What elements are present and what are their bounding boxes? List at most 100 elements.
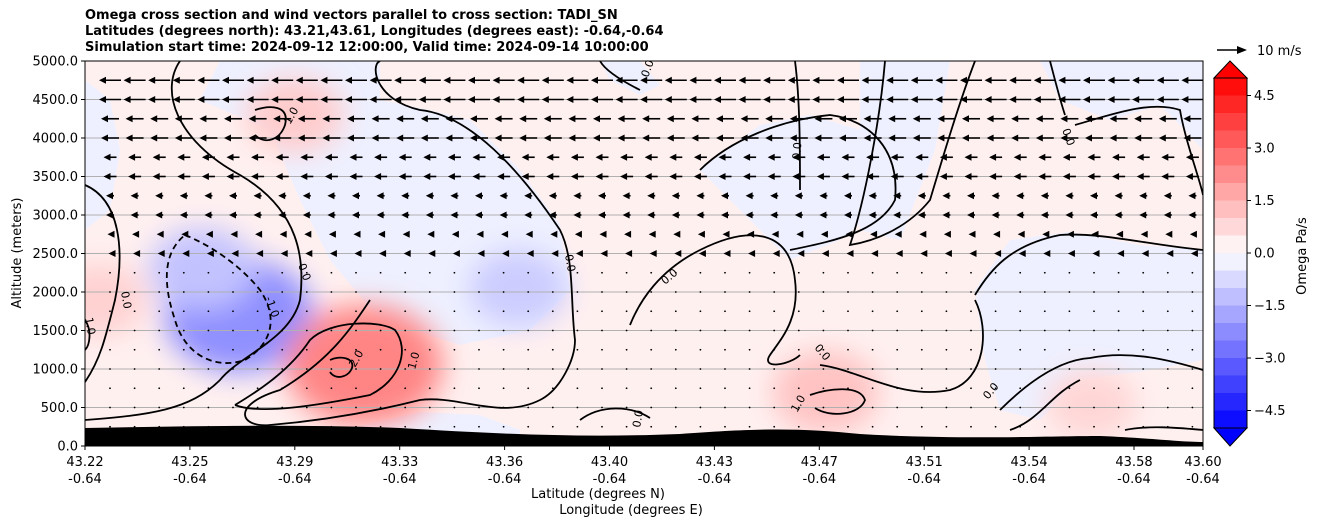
wind-vector-arrow-icon [1185,153,1193,161]
wind-vector-dot [207,406,210,409]
wind-vector-arrow-icon [246,76,254,84]
negative-region [985,61,1203,150]
wind-vector-arrow-icon [593,134,600,142]
wind-vector-arrow-icon [526,250,534,257]
wind-vector-dot [1093,329,1095,332]
wind-vector-arrow-icon [920,250,928,257]
contour-zero [974,233,1203,296]
wind-vector-dot [281,310,284,313]
wind-vector-dot [822,329,825,332]
wind-vector-dot [330,271,333,274]
negative-omega-blob [468,250,568,327]
wind-vector-dot [1068,368,1071,370]
wind-vector-dot [502,310,505,313]
wind-vector-dot [355,310,357,313]
colorbar-tick-label: 3.0 [1254,142,1275,157]
wind-vector-dot [650,387,653,390]
wind-vector-arrow-icon [960,76,967,84]
wind-vector-dot [502,368,505,370]
colorbar-upper-extension [1212,60,1249,79]
wind-vector-dot [576,425,579,428]
wind-vector-dot [305,310,308,313]
wind-vector-arrow-icon [546,153,554,161]
wind-vector-dot [797,368,800,370]
wind-vector-arrow-icon [1189,230,1197,238]
wind-vector-arrow-icon [765,115,773,123]
wind-vector-arrow-icon [722,230,730,238]
wind-vector-arrow-icon [1033,96,1041,103]
colorbar-band [1214,200,1247,219]
wind-vector-arrow-icon [1009,96,1017,103]
wind-vector-dot [674,310,677,313]
colorbar-band [1214,78,1247,96]
wind-vector-dot [1166,406,1169,409]
wind-vector-dot [133,406,136,409]
wind-vector-arrow-icon [1013,173,1021,180]
wind-vector-arrow-icon [450,211,458,219]
wind-vector-arrow-icon [595,173,603,180]
wind-vector-dot [822,291,825,293]
wind-vector-arrow-icon [550,230,558,238]
contour-label: 0.0 [790,142,804,161]
wind-vector-arrow-icon [324,173,332,180]
contour-positive [329,356,354,378]
wind-vector-dot [1043,271,1046,274]
wind-vector-dot [576,329,579,332]
colorbar-band [1214,375,1247,394]
wind-vector-arrow-icon [792,173,800,180]
wind-vector-arrow-icon [716,134,723,142]
x-tick-label-latitude: 43.36 [486,455,523,470]
wind-vector-dot [994,387,997,390]
wind-vector-dot [1117,271,1120,274]
colorbar-band [1214,218,1247,236]
wind-vector-dot [1093,310,1095,313]
wind-vector-dot [1068,387,1071,390]
colorbar-band [1214,340,1247,359]
wind-vector-arrow-icon [150,134,158,142]
wind-vector-dot [1191,329,1194,332]
wind-vector-arrow-icon [148,96,156,103]
wind-vector-arrow-icon [1013,153,1021,161]
wind-vector-dot [748,387,751,390]
wind-vector-arrow-icon [819,211,827,219]
wind-vector-arrow-icon [1114,192,1122,200]
positive-contours [85,106,866,415]
wind-vector-arrow-icon [300,153,308,161]
wind-vector-dot [133,368,136,370]
wind-vector-arrow-icon [106,211,113,219]
wind-vector-dot [330,329,333,332]
wind-vector-arrow-icon [595,153,603,161]
wind-vector-dot [822,406,825,409]
wind-vector-arrow-icon [418,76,426,84]
wind-vector-arrow-icon [1117,250,1125,257]
wind-vector-dot [847,329,849,332]
wind-vector-arrow-icon [106,192,113,200]
wind-vector-arrow-icon [1139,211,1147,219]
colorbar-ticks: 4.5 3.0 1.5 0.0 −1.5 −3.0 −4.5 [1247,89,1286,419]
wind-vector-dot [1117,368,1120,370]
wind-vector-arrow-icon [591,96,598,103]
wind-vector-arrow-icon [841,153,849,161]
wind-vector-arrow-icon [600,250,608,257]
wind-vector-arrow-icon [205,230,213,238]
wind-vector-dot [527,329,530,332]
wind-vector-dot [379,387,382,390]
wind-vector-arrow-icon [714,96,721,103]
wind-vector-dot [428,406,431,409]
wind-vector-arrow-icon [937,134,945,142]
contour-label: 0.0 [118,290,134,309]
wind-vector-dot [109,310,111,313]
wind-vector-arrow-icon [420,115,428,123]
wind-vector-arrow-icon [861,96,869,103]
wind-vector-dot [502,329,505,332]
colorbar-tick-label: −1.5 [1254,299,1286,314]
wind-vector-dot [601,329,603,332]
wind-vector-arrow-icon [989,173,997,180]
wind-vector-arrow-icon [566,76,574,84]
wind-vector-arrow-icon [819,192,827,200]
wind-vector-dot [453,387,456,390]
wind-vector-dot [478,291,480,293]
wind-vector-arrow-icon [991,192,999,200]
wind-vector-dot [478,406,480,409]
wind-vector-arrow-icon [101,134,108,142]
